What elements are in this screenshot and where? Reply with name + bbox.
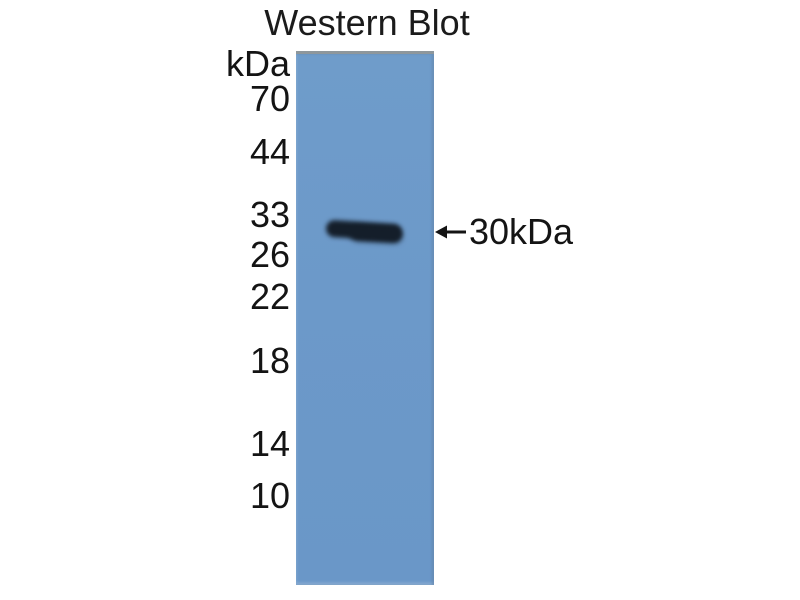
ladder-marker-18: 18 [249,340,290,381]
left-arrow-icon [435,225,466,239]
ladder-marker-22: 22 [249,276,290,317]
ladder-unit-label: kDa [225,43,290,84]
ladder-marker-14: 14 [249,423,290,464]
ladder-marker-10: 10 [249,475,290,516]
ladder-marker-44: 44 [249,131,290,172]
ladder-marker-33: 33 [249,194,290,235]
ladder-marker-26: 26 [249,234,290,275]
figure-title: Western Blot [264,2,470,43]
protein-band-thick-region [349,225,403,244]
ladder-marker-70: 70 [249,78,290,119]
blot-membrane-lane [296,51,434,585]
band-weight-annotation: 30kDa [434,212,573,252]
band-weight-label: 30kDa [469,211,574,252]
